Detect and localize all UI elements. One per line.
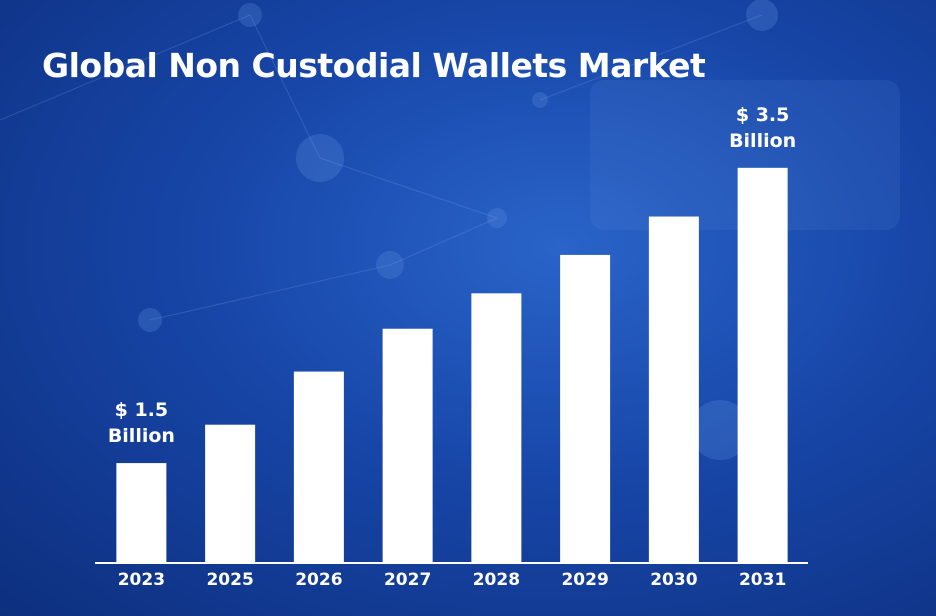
x-tick-label: 2028 — [473, 570, 520, 590]
x-tick-label: 2027 — [384, 570, 431, 590]
x-tick-label: 2026 — [295, 570, 342, 590]
value-label: $ 1.5 Billion — [107, 399, 175, 448]
x-tick-label: 2031 — [739, 570, 786, 590]
bar — [205, 424, 256, 562]
x-tick-label: 2023 — [118, 570, 165, 590]
bar — [116, 463, 167, 562]
x-tick-label: 2029 — [561, 570, 608, 590]
bar — [293, 371, 344, 562]
x-tick-label: 2030 — [650, 570, 697, 590]
bar — [648, 216, 699, 563]
bar — [560, 254, 611, 562]
bar — [382, 328, 433, 562]
bar — [737, 167, 788, 563]
value-label: $ 3.5 Billion — [729, 103, 797, 152]
background-decor — [138, 0, 900, 460]
x-tick-label: 2025 — [206, 570, 253, 590]
plot-area: 2023 2025 2026 2027 2028 2029 2030 2031 — [95, 167, 808, 590]
chart-title: Global Non Custodial Wallets Market — [42, 46, 706, 85]
background-lines — [0, 14, 763, 321]
bar — [471, 293, 522, 562]
